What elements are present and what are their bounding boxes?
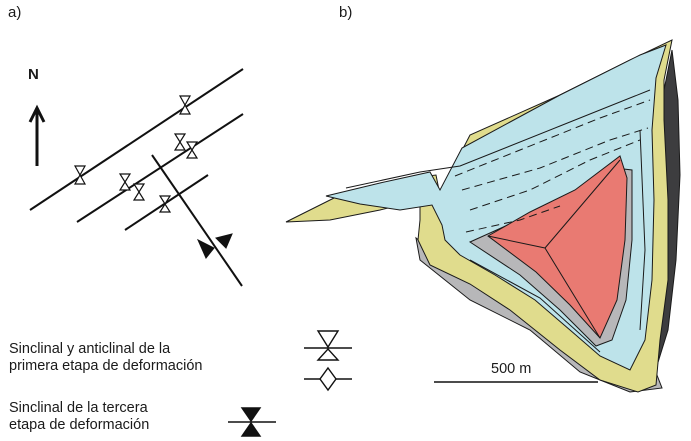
fold-map bbox=[29, 68, 244, 287]
fold-block-3d bbox=[285, 39, 681, 393]
anticline-symbol bbox=[185, 148, 199, 159]
syncline-filled-symbol bbox=[240, 407, 262, 423]
syncline-symbol bbox=[118, 180, 132, 191]
legend-first-phase-text: Sinclinal y anticlinal de la primera eta… bbox=[9, 341, 202, 375]
legend-symbol-first-phase bbox=[304, 330, 352, 392]
dashed-contact-line bbox=[465, 205, 561, 233]
north-label: N bbox=[28, 66, 39, 83]
anticline-symbol bbox=[185, 141, 199, 152]
legend-line: primera etapa de deformación bbox=[9, 358, 203, 374]
syncline-filled-symbol bbox=[215, 233, 233, 249]
syncline-filled-symbol bbox=[240, 421, 262, 437]
anticline-symbol bbox=[132, 183, 146, 194]
syncline-symbol bbox=[118, 173, 132, 184]
syncline-filled-symbol bbox=[196, 238, 215, 259]
anticline-symbol bbox=[73, 165, 87, 177]
legend-line: etapa de deformación bbox=[9, 417, 150, 433]
third-phase-symbol bbox=[196, 233, 233, 259]
north-arrow-icon bbox=[28, 104, 46, 166]
dashed-contact-line bbox=[454, 99, 651, 177]
third-phase-axis-line bbox=[151, 154, 243, 287]
fold-axis-line bbox=[29, 68, 244, 211]
scale-label: 500 m bbox=[491, 361, 532, 377]
syncline-symbol bbox=[316, 330, 340, 349]
syncline-symbol bbox=[158, 195, 172, 206]
layer-interface-line bbox=[345, 89, 651, 189]
panel-label-a: a) bbox=[8, 4, 22, 21]
legend-line: Sinclinal y anticlinal de la bbox=[9, 341, 171, 357]
layer-interface-line bbox=[639, 129, 646, 331]
legend-line: Sinclinal de la tercera bbox=[9, 400, 148, 416]
layer-interface-line bbox=[469, 259, 601, 353]
core-edge bbox=[544, 247, 601, 339]
syncline-symbol bbox=[316, 347, 340, 361]
first-phase-symbols bbox=[73, 95, 199, 213]
syncline-symbol bbox=[178, 95, 192, 107]
anticline-symbol bbox=[73, 173, 87, 185]
anticline-symbol bbox=[319, 366, 337, 392]
syncline-symbol bbox=[173, 140, 187, 151]
core-edge bbox=[544, 159, 621, 249]
syncline-symbol bbox=[158, 202, 172, 213]
red-core-layer bbox=[487, 155, 628, 339]
panel-label-b: b) bbox=[339, 4, 353, 21]
syncline-symbol bbox=[173, 133, 187, 144]
anticline-symbol bbox=[132, 190, 146, 201]
legend-symbol-third-phase bbox=[228, 407, 276, 437]
syncline-symbol bbox=[178, 103, 192, 115]
core-edge bbox=[487, 235, 546, 249]
dashed-contact-line bbox=[469, 139, 641, 211]
dashed-contact-line bbox=[461, 127, 649, 191]
legend-third-phase-text: Sinclinal de la tercera etapa de deforma… bbox=[9, 400, 149, 434]
